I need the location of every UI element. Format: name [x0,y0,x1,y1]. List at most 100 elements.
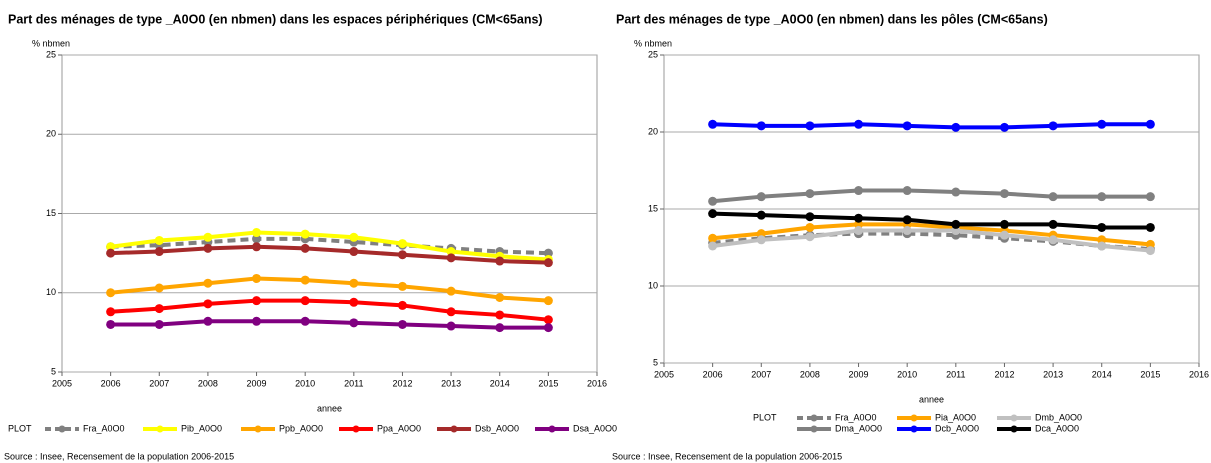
legend-title: PLOT [8,423,32,433]
y-tick-label: 10 [46,287,56,297]
point [854,186,864,196]
legend-label: Fra_A0O0 [835,412,877,422]
point [543,315,553,325]
legend-label: Dca_A0O0 [1035,423,1079,433]
legend-marker [1010,414,1018,422]
series-line [110,244,549,265]
x-tick-label: 2007 [751,369,771,379]
point [1097,222,1107,232]
point [543,323,553,333]
point [902,226,912,236]
legend-label: Pia_A0O0 [935,412,976,422]
point [300,243,310,253]
legend-marker [58,425,66,433]
point [154,247,164,257]
y-tick-label: 5 [653,357,658,367]
point [1048,121,1058,131]
x-tick-label: 2014 [490,378,510,388]
point [1145,192,1155,202]
legend-label: Dma_A0O0 [835,423,882,433]
point [951,226,961,236]
series-line [712,122,1151,130]
y-axis-label: % nbmen [634,38,672,48]
series-line [110,319,549,330]
y-tick-label: 15 [46,208,56,218]
point [756,192,766,202]
legend-label: Ppa_A0O0 [377,423,421,433]
legend-label: Pib_A0O0 [181,423,222,433]
legend-marker [910,414,918,422]
point [446,286,456,296]
source: Source : Insee, Recensement de la popula… [4,451,234,461]
legend-label: Ppb_A0O0 [279,423,323,433]
x-tick-label: 2006 [703,369,723,379]
series-line [712,188,1151,204]
point [1097,241,1107,251]
point [495,256,505,266]
point [349,318,359,328]
legend-marker [548,425,556,433]
point [397,300,407,310]
point [1048,219,1058,229]
point [951,122,961,132]
point [397,281,407,291]
x-tick-label: 2005 [654,369,674,379]
point [252,242,262,252]
point [252,234,262,244]
point [1145,246,1155,256]
point [1145,119,1155,129]
legend-marker [910,425,918,433]
point [203,278,213,288]
point [756,210,766,220]
point [397,239,407,249]
point [1097,119,1107,129]
x-tick-label: 2016 [587,378,607,388]
y-tick-label: 25 [648,49,658,59]
x-tick-label: 2005 [52,378,72,388]
x-tick-label: 2013 [441,378,461,388]
series-line [712,231,1151,252]
y-tick-label: 10 [648,280,658,290]
point [203,316,213,326]
point [999,122,1009,132]
x-tick-label: 2010 [295,378,315,388]
x-tick-label: 2008 [198,378,218,388]
y-axis-label: % nbmen [32,38,70,48]
point [1097,192,1107,202]
point [1097,235,1107,245]
point [349,247,359,257]
series-line [712,228,1151,253]
point [397,319,407,329]
point [708,119,718,129]
point [252,296,262,306]
x-tick-label: 2008 [800,369,820,379]
point [756,121,766,131]
point [252,228,262,238]
point [805,189,815,199]
point [708,241,718,251]
point [805,212,815,222]
x-tick-label: 2012 [392,378,412,388]
legend-label: Dcb_A0O0 [935,423,979,433]
x-tick-label: 2011 [946,369,965,379]
legend-marker [810,425,818,433]
legend-marker [810,414,818,422]
legend-marker [254,425,262,433]
series-line [110,298,549,322]
point [543,248,553,258]
x-tick-label: 2016 [1189,369,1209,379]
series-line [110,230,549,262]
x-tick-label: 2013 [1043,369,1063,379]
point [854,219,864,229]
point [1048,192,1058,202]
y-tick-label: 15 [648,203,658,213]
x-tick-label: 2007 [149,378,169,388]
point [805,232,815,242]
point [951,219,961,229]
x-tick-label: 2015 [538,378,558,388]
point [999,219,1009,229]
series-line [110,236,549,256]
point [446,253,456,263]
point [300,229,310,239]
point [805,121,815,131]
